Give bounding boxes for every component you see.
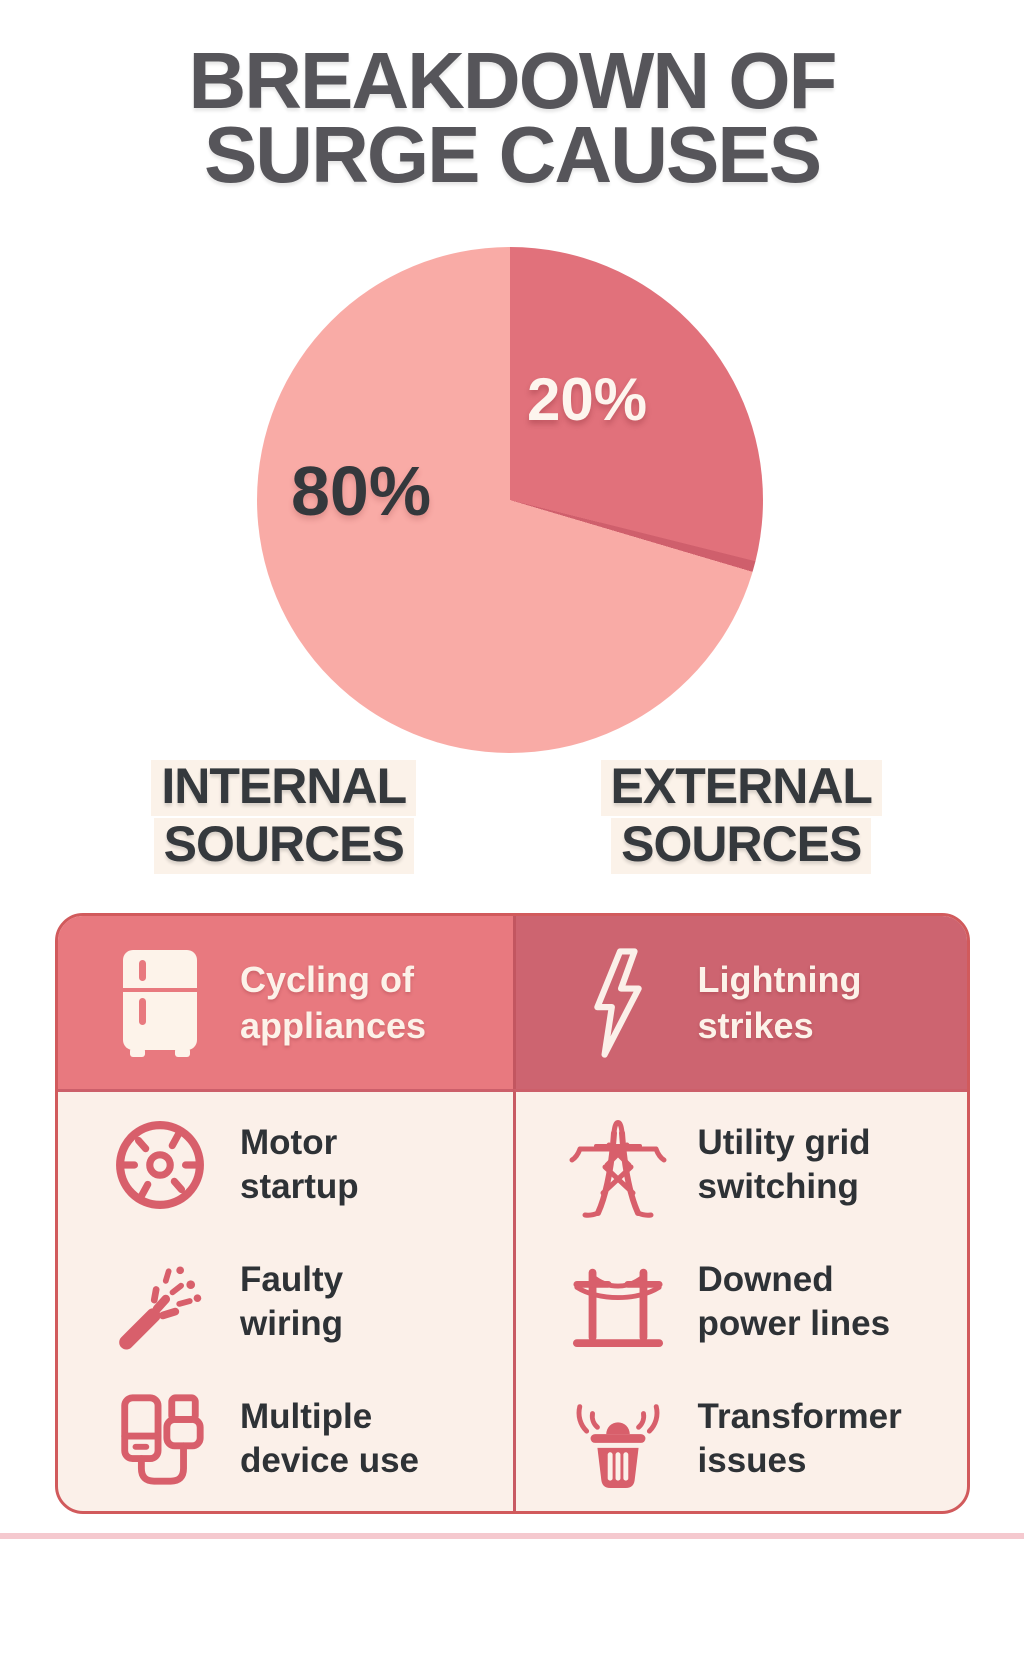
plugged-devices-icon [100,1390,220,1488]
pie-label-internal: 80% [291,452,432,530]
transmission-tower-icon [558,1108,678,1222]
item-label: Motor startup [240,1122,359,1206]
item-label: Multiple device use [240,1396,419,1480]
frayed-wire-icon [100,1254,220,1350]
lightning-bolt-icon [558,945,678,1061]
pie-label-external: 20% [527,366,648,433]
list-item-utility-grid-switching: Utility grid switching [516,1098,968,1231]
internal-header-line2: SOURCES [153,818,414,874]
featured-label-internal: Cycling of appliances [240,958,427,1046]
external-header-line2: SOURCES [611,818,872,874]
external-sources-header: EXTERNAL SOURCES [513,760,971,876]
item-label: Utility grid switching [697,1122,871,1206]
motor-fan-icon [100,1119,220,1211]
featured-label-external: Lightning strikes [697,958,862,1046]
featured-row-external: Lightning strikes [512,916,967,1089]
external-sources-list: Utility grid switching [512,1089,968,1511]
external-header-line1: EXTERNAL [600,760,882,816]
list-item-multiple-device-use: Multiple device use [58,1372,513,1505]
item-label: Transformer issues [697,1396,902,1480]
section-headers: INTERNAL SOURCES EXTERNAL SOURCES [55,760,970,876]
internal-sources-header: INTERNAL SOURCES [55,760,513,876]
internal-header-line1: INTERNAL [151,760,417,816]
list-item-transformer-issues: Transformer issues [516,1372,968,1505]
page-title: BREAKDOWN OF SURGE CAUSES [0,36,1024,199]
pie-chart: 80% 20% [257,247,763,753]
list-item-downed-power-lines: Downed power lines [516,1235,968,1368]
featured-row-internal: Cycling of appliances [58,916,513,1089]
item-label: Faulty wiring [240,1259,344,1343]
internal-sources-list: Motor startup [58,1089,513,1511]
title-line-1: BREAKDOWN OF [188,36,837,125]
list-item-faulty-wiring: Faulty wiring [58,1235,513,1368]
title-line-2: SURGE CAUSES [203,110,822,199]
sources-table: Cycling of appliances Lightning strikes [55,913,970,1514]
transformer-alert-icon [558,1386,678,1492]
bottom-divider [0,1533,1024,1539]
list-item-motor-startup: Motor startup [58,1098,513,1231]
power-lines-icon [558,1255,678,1349]
item-label: Downed power lines [697,1259,891,1343]
refrigerator-icon [100,947,220,1059]
